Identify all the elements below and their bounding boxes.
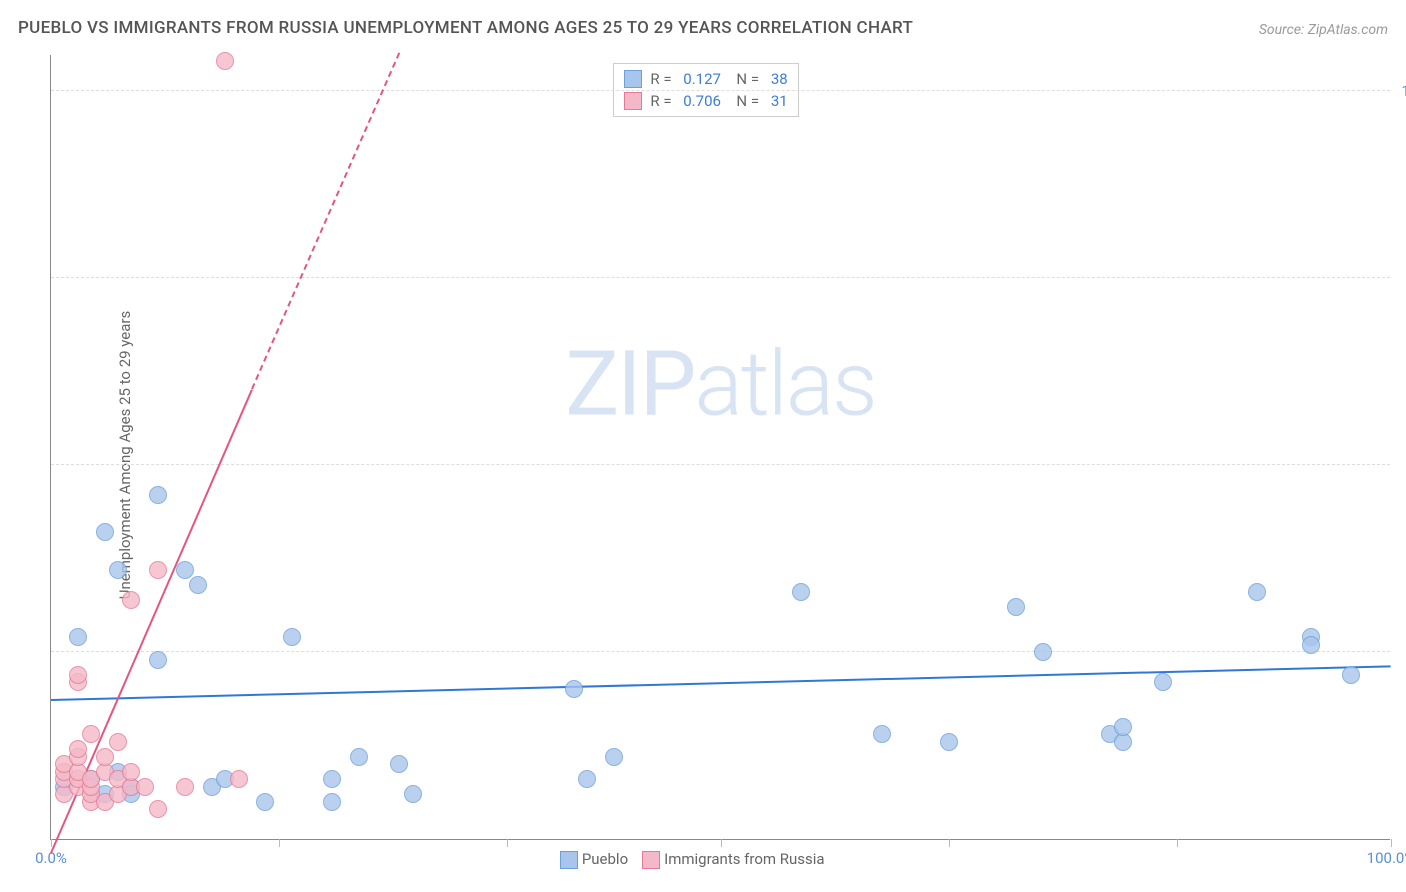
stats-n-value: 38 — [767, 70, 788, 88]
gridline-h — [51, 277, 1390, 278]
stats-swatch — [624, 70, 642, 88]
trendline — [51, 665, 1391, 701]
data-point — [149, 486, 167, 504]
data-point — [149, 800, 167, 818]
tick-v — [721, 839, 722, 847]
tick-v — [1391, 839, 1392, 847]
data-point — [109, 561, 127, 579]
legend-label: Immigrants from Russia — [664, 850, 824, 868]
data-point — [605, 748, 623, 766]
tick-v — [1177, 839, 1178, 847]
data-point — [323, 793, 341, 811]
data-point — [69, 628, 87, 646]
stats-n-value: 31 — [767, 92, 788, 110]
data-point — [69, 666, 87, 684]
data-point — [82, 725, 100, 743]
data-point — [940, 733, 958, 751]
chart-title: PUEBLO VS IMMIGRANTS FROM RUSSIA UNEMPLO… — [18, 18, 913, 38]
legend: Pueblo Immigrants from Russia — [560, 850, 825, 869]
legend-item: Pueblo — [560, 850, 628, 869]
stats-n-label: N = — [729, 92, 759, 110]
data-point — [122, 763, 140, 781]
data-point — [1114, 718, 1132, 736]
data-point — [216, 52, 234, 70]
data-point — [565, 680, 583, 698]
watermark: ZIPatlas — [565, 332, 875, 437]
stats-r-value: 0.127 — [680, 70, 721, 88]
x-tick-label: 100.0% — [1367, 849, 1406, 867]
stats-r-value: 0.706 — [680, 92, 721, 110]
data-point — [792, 583, 810, 601]
data-point — [390, 755, 408, 773]
data-point — [1248, 583, 1266, 601]
data-point — [873, 725, 891, 743]
data-point — [136, 778, 154, 796]
gridline-h — [51, 464, 1390, 465]
data-point — [149, 561, 167, 579]
stats-row: R = 0.127 N = 38 — [624, 68, 787, 90]
data-point — [283, 628, 301, 646]
y-tick-label: 100.0% — [1401, 82, 1406, 100]
stats-n-label: N = — [729, 70, 759, 88]
watermark-bold: ZIP — [565, 332, 694, 437]
data-point — [176, 561, 194, 579]
data-point — [404, 785, 422, 803]
stats-row: R = 0.706 N = 31 — [624, 90, 787, 112]
data-point — [1302, 636, 1320, 654]
legend-swatch — [560, 851, 578, 869]
data-point — [149, 651, 167, 669]
data-point — [69, 740, 87, 758]
data-point — [96, 748, 114, 766]
stats-r-label: R = — [650, 92, 671, 110]
legend-label: Pueblo — [582, 850, 628, 868]
data-point — [230, 770, 248, 788]
tick-v — [949, 839, 950, 847]
data-point — [1342, 666, 1360, 684]
data-point — [122, 591, 140, 609]
data-point — [109, 733, 127, 751]
gridline-h — [51, 651, 1390, 652]
data-point — [1007, 598, 1025, 616]
data-point — [1034, 643, 1052, 661]
data-point — [323, 770, 341, 788]
tick-v — [507, 839, 508, 847]
data-point — [96, 523, 114, 541]
watermark-light: atlas — [694, 332, 875, 437]
legend-swatch — [642, 851, 660, 869]
data-point — [256, 793, 274, 811]
gridline-h — [51, 90, 1390, 91]
legend-item: Immigrants from Russia — [642, 850, 824, 869]
data-point — [1154, 673, 1172, 691]
data-point — [176, 778, 194, 796]
stats-swatch — [624, 92, 642, 110]
data-point — [350, 748, 368, 766]
data-point — [578, 770, 596, 788]
trendline-dashed — [251, 53, 400, 390]
stats-r-label: R = — [650, 70, 671, 88]
tick-v — [279, 839, 280, 847]
source-attribution: Source: ZipAtlas.com — [1259, 22, 1388, 38]
data-point — [189, 576, 207, 594]
correlation-chart: PUEBLO VS IMMIGRANTS FROM RUSSIA UNEMPLO… — [0, 0, 1406, 892]
plot-area: ZIPatlas R = 0.127 N = 38R = 0.706 N = 3… — [50, 55, 1390, 840]
